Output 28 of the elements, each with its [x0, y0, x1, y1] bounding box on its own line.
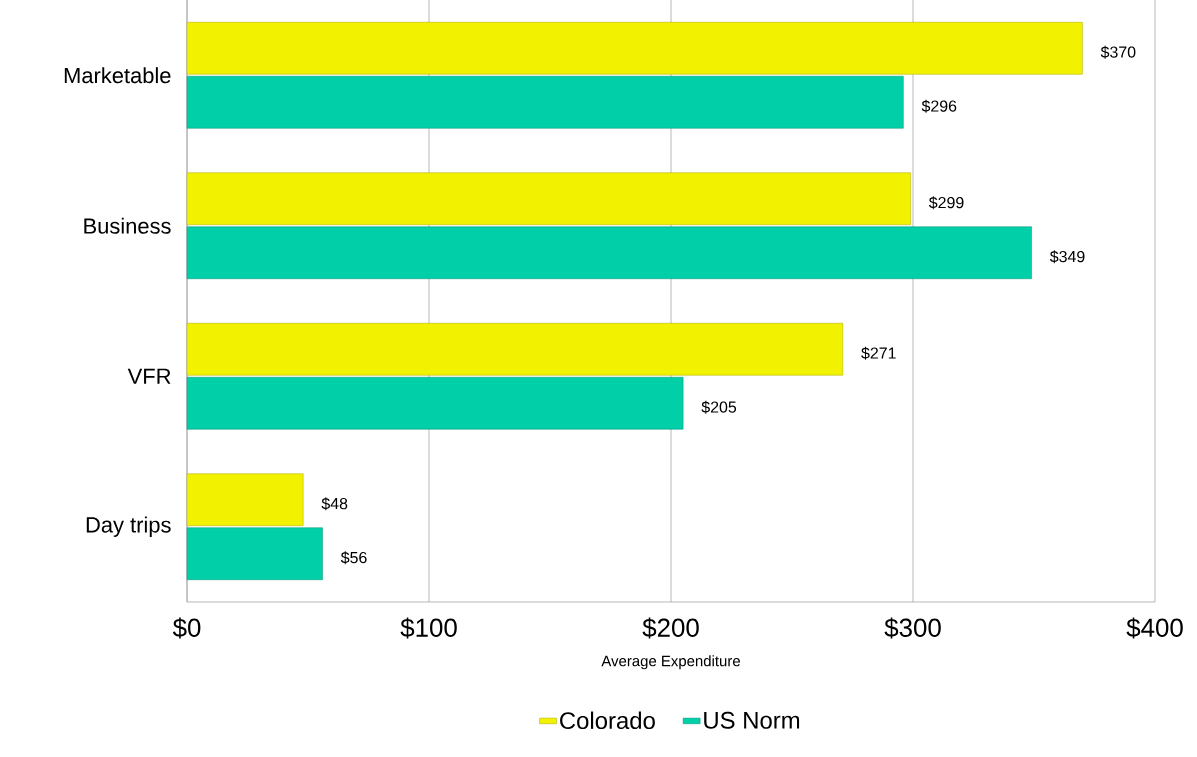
legend-label: Colorado	[560, 711, 655, 730]
x-tick-label: $400	[1126, 617, 1183, 639]
x-tick-label: $200	[642, 617, 699, 639]
y-tick-label: Business	[84, 217, 171, 234]
x-axis-title: Average Expenditure	[601, 655, 740, 670]
bar	[186, 75, 904, 129]
y-tick-label: VFR	[127, 368, 171, 384]
y-tick-label: Day trips	[86, 516, 171, 537]
data-label: $349	[1049, 250, 1085, 264]
data-label: $296	[921, 99, 957, 113]
x-tick-label: $300	[884, 617, 941, 639]
data-label: $56	[340, 551, 367, 565]
x-tick-label: $100	[400, 617, 457, 639]
bar	[186, 527, 323, 580]
data-label: $299	[928, 196, 964, 210]
data-label: $48	[321, 497, 348, 511]
bar	[186, 172, 911, 225]
x-tick-label: $0	[172, 617, 201, 639]
bar	[186, 322, 844, 376]
legend-label: US Norm	[704, 711, 800, 729]
bar	[186, 473, 304, 526]
bar	[186, 226, 1032, 279]
data-label: $370	[1100, 45, 1136, 59]
data-label: $205	[701, 400, 737, 414]
bar	[186, 376, 684, 430]
data-label: $271	[861, 346, 896, 360]
y-tick-label: Marketable	[64, 67, 171, 84]
bar	[186, 21, 1083, 75]
